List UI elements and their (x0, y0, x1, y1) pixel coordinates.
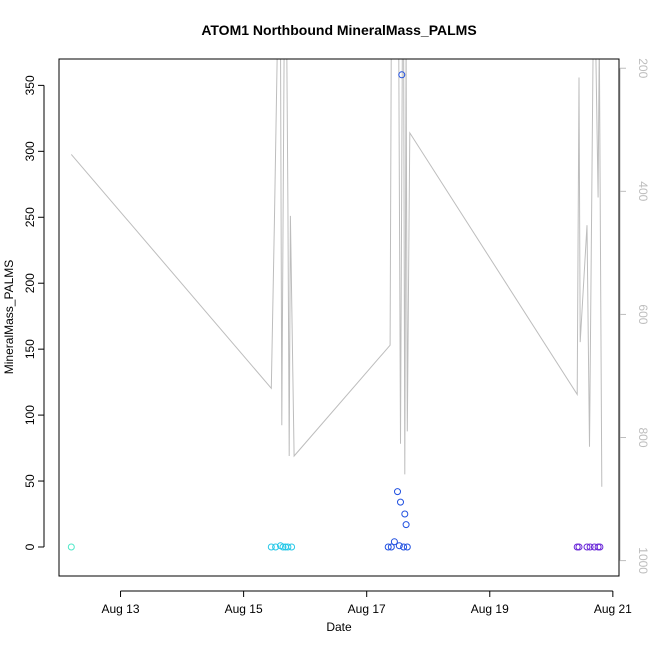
x-tick-label: Aug 21 (594, 602, 632, 616)
data-point (401, 510, 409, 518)
y-tick-label: 0 (23, 543, 37, 550)
y-tick-label: 150 (23, 339, 37, 359)
chart-title: ATOM1 Northbound MineralMass_PALMS (201, 22, 476, 38)
data-point (403, 543, 411, 551)
points-layer (67, 71, 604, 551)
right-tick-label: 600 (636, 304, 650, 324)
right-tick-label: 1000 (636, 547, 650, 574)
data-point (267, 543, 275, 551)
y-tick-label: 250 (23, 207, 37, 227)
right-tick-label: 800 (636, 428, 650, 448)
data-point (284, 543, 292, 551)
data-point (586, 543, 594, 551)
x-tick-label: Aug 15 (225, 602, 263, 616)
data-point (402, 521, 410, 529)
y-tick-label: 300 (23, 141, 37, 161)
data-point (384, 543, 392, 551)
right-tick-label: 200 (636, 58, 650, 78)
x-axis-label: Date (326, 620, 352, 634)
data-point (394, 488, 401, 496)
data-point (400, 543, 408, 551)
data-point (67, 543, 75, 551)
data-point (390, 538, 398, 546)
x-tick-label: Aug 13 (102, 602, 140, 616)
x-tick-label: Aug 19 (471, 602, 509, 616)
right-tick-label: 400 (636, 181, 650, 201)
pressure-line (70, 59, 603, 487)
axes-layer: Aug 13 Aug 15 Aug 17 Aug 19 Aug 21 0 50 100 150 2… (23, 58, 650, 616)
data-point (397, 498, 404, 506)
data-point (596, 543, 604, 551)
data-point (387, 543, 395, 551)
data-point (398, 71, 406, 79)
pressure-line-layer (70, 59, 603, 487)
x-tick-label: Aug 17 (348, 602, 386, 616)
y-tick-label: 100 (23, 405, 37, 425)
data-point (288, 543, 296, 551)
data-point (395, 542, 403, 550)
y-tick-label: 50 (23, 474, 37, 488)
y-axis-label: MineralMass_PALMS (2, 260, 16, 374)
data-point (279, 543, 287, 551)
plot-frame (58, 58, 620, 577)
data-point (583, 543, 591, 551)
data-point (575, 543, 583, 551)
y-tick-label: 200 (23, 273, 37, 293)
data-point (272, 543, 280, 551)
y-tick-label: 350 (23, 75, 37, 95)
